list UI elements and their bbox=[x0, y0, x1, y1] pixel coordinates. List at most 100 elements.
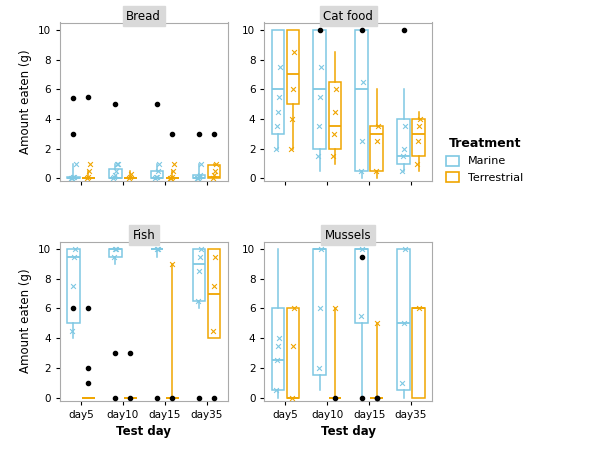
Point bbox=[68, 283, 77, 290]
Bar bbox=[67, 249, 80, 323]
Point bbox=[111, 167, 121, 175]
Point bbox=[68, 130, 78, 137]
Point bbox=[271, 387, 281, 394]
Point bbox=[152, 173, 162, 180]
Title: Fish: Fish bbox=[133, 229, 155, 242]
Point bbox=[109, 173, 119, 180]
Point bbox=[110, 394, 120, 401]
Point bbox=[193, 175, 203, 182]
Point bbox=[314, 364, 323, 371]
Point bbox=[413, 138, 423, 145]
Point bbox=[400, 123, 410, 130]
Point bbox=[371, 167, 380, 175]
Legend: Marine, Terrestrial: Marine, Terrestrial bbox=[440, 131, 529, 189]
Point bbox=[329, 130, 339, 137]
Point bbox=[357, 253, 367, 260]
Bar bbox=[355, 249, 368, 323]
Point bbox=[357, 138, 367, 145]
Point bbox=[154, 167, 163, 175]
Bar bbox=[313, 30, 326, 148]
Point bbox=[287, 115, 297, 122]
Point bbox=[82, 175, 92, 182]
Point bbox=[287, 394, 296, 401]
Point bbox=[152, 246, 161, 253]
Point bbox=[83, 305, 93, 312]
Point bbox=[170, 160, 179, 167]
Point bbox=[399, 145, 409, 152]
Bar bbox=[412, 308, 425, 397]
Point bbox=[167, 394, 177, 401]
Point bbox=[71, 160, 80, 167]
Point bbox=[84, 167, 94, 175]
Point bbox=[356, 312, 366, 319]
Point bbox=[195, 253, 205, 260]
Point bbox=[167, 130, 177, 137]
Bar bbox=[193, 176, 205, 178]
Point bbox=[398, 153, 408, 160]
Point bbox=[398, 379, 407, 386]
Point bbox=[412, 160, 422, 167]
Point bbox=[194, 268, 203, 275]
Point bbox=[112, 246, 121, 253]
Point bbox=[108, 175, 118, 182]
Point bbox=[272, 123, 281, 130]
Point bbox=[153, 246, 163, 253]
Point bbox=[415, 115, 425, 122]
Point bbox=[167, 261, 177, 268]
Point bbox=[70, 246, 80, 253]
Bar bbox=[412, 119, 425, 156]
Point bbox=[397, 167, 407, 175]
Point bbox=[314, 123, 324, 130]
Point bbox=[166, 175, 175, 182]
Point bbox=[68, 175, 77, 182]
Bar bbox=[355, 30, 368, 171]
Point bbox=[112, 160, 122, 167]
Bar bbox=[397, 119, 410, 163]
Point bbox=[332, 86, 341, 93]
Bar bbox=[272, 30, 284, 134]
Point bbox=[125, 394, 135, 401]
Point bbox=[152, 100, 162, 108]
Point bbox=[68, 173, 78, 180]
Point bbox=[357, 26, 367, 33]
Point bbox=[275, 334, 284, 342]
Point bbox=[209, 283, 219, 290]
Point bbox=[194, 394, 204, 401]
Point bbox=[330, 394, 340, 401]
Point bbox=[400, 246, 409, 253]
Point bbox=[167, 173, 177, 180]
Bar bbox=[272, 308, 284, 390]
Point bbox=[196, 246, 205, 253]
Point bbox=[399, 26, 409, 33]
Point bbox=[193, 297, 202, 305]
Point bbox=[125, 175, 134, 182]
Point bbox=[85, 160, 95, 167]
Point bbox=[288, 342, 298, 349]
Point bbox=[70, 173, 79, 180]
Point bbox=[287, 145, 296, 152]
Point bbox=[68, 305, 78, 312]
Point bbox=[196, 172, 205, 179]
Point bbox=[275, 63, 285, 71]
Point bbox=[272, 357, 282, 364]
Bar bbox=[329, 82, 341, 148]
Point bbox=[290, 49, 299, 56]
Point bbox=[208, 327, 218, 334]
Point bbox=[166, 175, 176, 182]
Point bbox=[211, 160, 221, 167]
Point bbox=[83, 379, 93, 386]
Point bbox=[110, 246, 120, 253]
Bar bbox=[313, 249, 326, 375]
Title: Cat food: Cat food bbox=[323, 9, 373, 22]
Point bbox=[316, 246, 326, 253]
Point bbox=[67, 175, 76, 182]
Point bbox=[373, 123, 383, 130]
Point bbox=[372, 320, 382, 327]
Point bbox=[372, 138, 382, 145]
Point bbox=[315, 305, 325, 312]
Point bbox=[358, 246, 367, 253]
Point bbox=[328, 153, 338, 160]
Point bbox=[196, 160, 206, 167]
Bar bbox=[109, 170, 122, 178]
Point bbox=[109, 253, 119, 260]
